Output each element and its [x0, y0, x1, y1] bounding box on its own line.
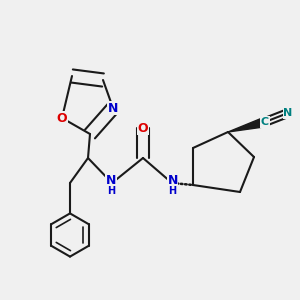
Text: O: O [57, 112, 67, 124]
Polygon shape [228, 117, 266, 132]
Text: N: N [284, 108, 292, 118]
Text: N: N [167, 174, 178, 187]
Text: N: N [108, 101, 118, 115]
Text: C: C [261, 117, 269, 127]
Text: O: O [138, 122, 148, 134]
Text: H: H [107, 186, 115, 196]
Text: N: N [106, 174, 116, 187]
Text: H: H [169, 186, 177, 196]
